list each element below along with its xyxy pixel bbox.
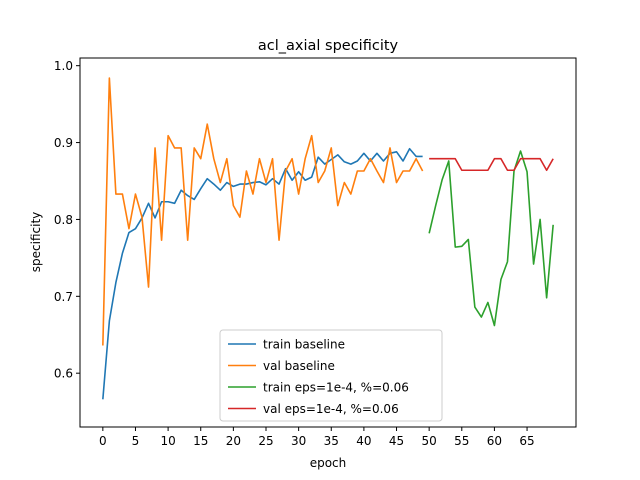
legend: train baseline val baseline train eps=1e-4…	[219, 329, 443, 422]
series-line-4	[429, 157, 554, 172]
x-axis-label: epoch	[310, 456, 347, 470]
x-tick-label: 5	[132, 434, 140, 448]
y-tick-label: 0.7	[54, 290, 73, 304]
legend-label: val baseline	[263, 359, 335, 373]
axes-frame	[79, 57, 577, 428]
legend-entries: train baseline val baseline train eps=1e-4…	[228, 338, 409, 416]
series-lines	[102, 77, 554, 400]
y-tick-label: 0.6	[54, 367, 73, 381]
x-tick-label: 60	[487, 434, 502, 448]
legend-label: train eps=1e-4, %=0.06	[263, 381, 409, 395]
y-tick-label: 1.0	[54, 59, 73, 73]
series-line-3	[428, 150, 554, 327]
x-axis-ticks: 0 5 10 15 20 25 30 35 40 45 50 55 60 65	[99, 427, 535, 448]
x-tick-label: 45	[389, 434, 404, 448]
x-tick-label: 20	[226, 434, 241, 448]
x-tick-label: 0	[99, 434, 107, 448]
x-tick-label: 55	[454, 434, 469, 448]
y-axis-label: specificity	[29, 212, 43, 272]
y-tick-label: 0.8	[54, 213, 73, 227]
legend-label: train baseline	[263, 338, 345, 352]
y-axis-ticks: 0.6 0.7 0.8 0.9 1.0	[54, 59, 80, 381]
x-tick-label: 15	[193, 434, 208, 448]
legend-label: val eps=1e-4, %=0.06	[263, 402, 399, 416]
chart-title: acl_axial specificity	[258, 38, 399, 54]
x-tick-label: 40	[356, 434, 371, 448]
x-tick-label: 10	[160, 434, 175, 448]
x-tick-label: 30	[291, 434, 306, 448]
legend-box	[219, 329, 443, 422]
x-tick-label: 65	[519, 434, 534, 448]
plot-area: 0 5 10 15 20 25 30 35 40 45 50 55 60 65 0.6 0.7 0.8 0.9 1…	[54, 57, 577, 448]
x-tick-label: 25	[258, 434, 273, 448]
y-tick-label: 0.9	[54, 136, 73, 150]
x-tick-label: 50	[422, 434, 437, 448]
x-tick-label: 35	[324, 434, 339, 448]
series-line-2	[102, 77, 424, 346]
